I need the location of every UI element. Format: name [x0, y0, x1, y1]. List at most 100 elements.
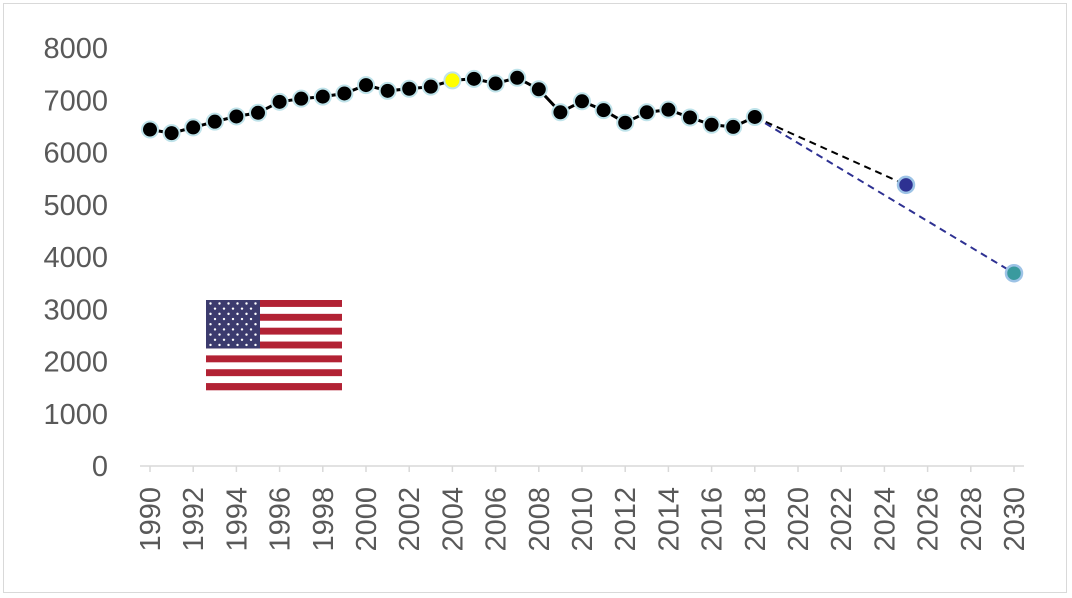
x-tick-label: 2004 [437, 487, 469, 552]
data-point [292, 89, 311, 108]
projection-line [754, 116, 907, 186]
x-tick-label: 2016 [697, 487, 729, 552]
projection-point [1004, 263, 1024, 283]
flag-stripe [206, 341, 342, 349]
us-flag-icon [206, 300, 342, 391]
x-tick-label: 2006 [481, 487, 513, 552]
flag-star [213, 307, 217, 310]
flag-star [227, 302, 230, 305]
flag-stripe [206, 300, 342, 308]
data-point [616, 113, 635, 132]
series-points [141, 68, 1024, 283]
flag-stripe [206, 306, 342, 315]
flag-star [254, 343, 257, 347]
flag-star [231, 307, 235, 310]
flag-star [222, 317, 226, 321]
y-tick-label: 5000 [43, 190, 108, 222]
data-point [270, 92, 289, 111]
flag-star [249, 307, 253, 310]
flag-stripe [206, 355, 342, 363]
data-point [227, 107, 246, 126]
data-point [141, 120, 159, 139]
data-point [486, 74, 505, 93]
flag-star [209, 302, 212, 305]
y-tick-label: 2000 [43, 347, 108, 379]
x-tick-label: 2000 [351, 487, 383, 552]
data-point [249, 103, 267, 122]
data-point [702, 115, 721, 134]
flag-stripe [206, 327, 342, 335]
flag-star [227, 333, 230, 336]
data-point [681, 108, 699, 127]
data-point [162, 124, 181, 143]
x-tick-label: 2018 [740, 487, 772, 552]
data-point [659, 100, 678, 119]
flag-star [218, 343, 221, 347]
flag-stripe [206, 334, 342, 342]
y-tick-label: 8000 [43, 33, 108, 65]
data-point [724, 117, 743, 136]
x-tick-label: 2012 [610, 487, 642, 552]
x-tick-label: 1998 [308, 487, 340, 552]
flag-star [240, 338, 244, 341]
flag-star [245, 312, 248, 316]
flag-star [222, 328, 226, 331]
flag-star [213, 338, 217, 341]
flag-star [236, 343, 239, 347]
flag-star [236, 333, 239, 336]
flag-star [222, 338, 226, 341]
y-tick-label: 1000 [43, 399, 108, 431]
y-tick-label: 6000 [43, 138, 108, 170]
data-point [745, 107, 764, 126]
x-tick-label: 2002 [394, 487, 426, 552]
x-tick-label: 2026 [913, 487, 945, 552]
flag-star [245, 333, 248, 336]
flag-star [249, 328, 253, 331]
flag-star [218, 323, 221, 326]
data-point [594, 101, 613, 120]
y-tick-label: 3000 [43, 294, 108, 326]
data-point [573, 92, 591, 111]
flag-star [213, 328, 217, 331]
x-tick-label: 2030 [999, 487, 1031, 552]
data-point [637, 103, 656, 122]
projection-point [896, 175, 916, 195]
flag-star [209, 343, 212, 347]
y-tick-label: 7000 [43, 85, 108, 117]
y-tick-label: 0 [92, 451, 108, 483]
x-tick-label: 2022 [826, 487, 858, 552]
chart-frame [3, 3, 1067, 593]
flag-star [240, 328, 244, 331]
flag-star [245, 343, 248, 347]
x-tick-label: 1996 [265, 487, 297, 552]
x-tick-label: 2024 [869, 487, 901, 552]
flag-star [254, 302, 257, 305]
flag-star [218, 333, 221, 336]
flag-star [227, 323, 230, 326]
x-tick-label: 1994 [221, 487, 253, 552]
flag-stripe [206, 383, 342, 391]
flag-star [209, 323, 212, 326]
flag-star [249, 317, 253, 321]
data-point [551, 103, 570, 122]
x-tick-label: 2008 [524, 487, 556, 552]
axes: 0 1000 2000 3000 4000 5000 6000 7000 8000 1990 199… [43, 33, 1031, 552]
flag-star [218, 302, 221, 305]
flag-star [213, 317, 217, 321]
flag-star [254, 323, 257, 326]
x-tick-label: 2028 [956, 487, 988, 552]
data-point [443, 71, 462, 90]
flag-stripe [206, 348, 342, 356]
flag-star [236, 302, 239, 305]
flag-stripe [206, 313, 342, 322]
data-point [184, 118, 203, 137]
flag-star [254, 333, 257, 336]
data-point [378, 81, 397, 100]
flag-star [209, 312, 212, 316]
flag-star [240, 307, 244, 310]
flag-star [209, 333, 212, 336]
x-tick-label: 2010 [567, 487, 599, 552]
flag-star [236, 323, 239, 326]
data-point [465, 69, 483, 88]
